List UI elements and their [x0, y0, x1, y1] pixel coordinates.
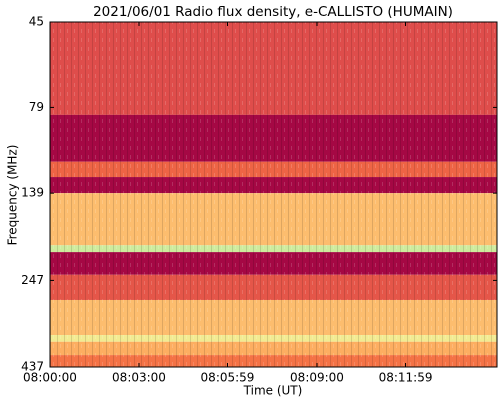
y-tick-label: 247	[21, 273, 44, 287]
y-tick-label: 139	[21, 186, 44, 200]
chart-title: 2021/06/01 Radio flux density, e-CALLIST…	[93, 4, 453, 20]
x-tick-label: 08:00:00	[23, 371, 77, 385]
x-tick-label: 08:09:00	[290, 371, 344, 385]
y-tick-label: 79	[29, 100, 44, 114]
x-tick-label: 08:03:00	[112, 371, 166, 385]
texture	[50, 22, 497, 367]
x-axis-label: Time (UT)	[243, 384, 303, 398]
y-tick-label: 45	[29, 15, 44, 29]
y-axis-label: Frequency (MHz)	[6, 145, 20, 246]
x-tick-label: 08:11:59	[379, 371, 433, 385]
y-tick-label: 437	[21, 360, 44, 374]
axes-frame	[49, 21, 498, 368]
x-tick-label: 08:05:59	[201, 371, 255, 385]
